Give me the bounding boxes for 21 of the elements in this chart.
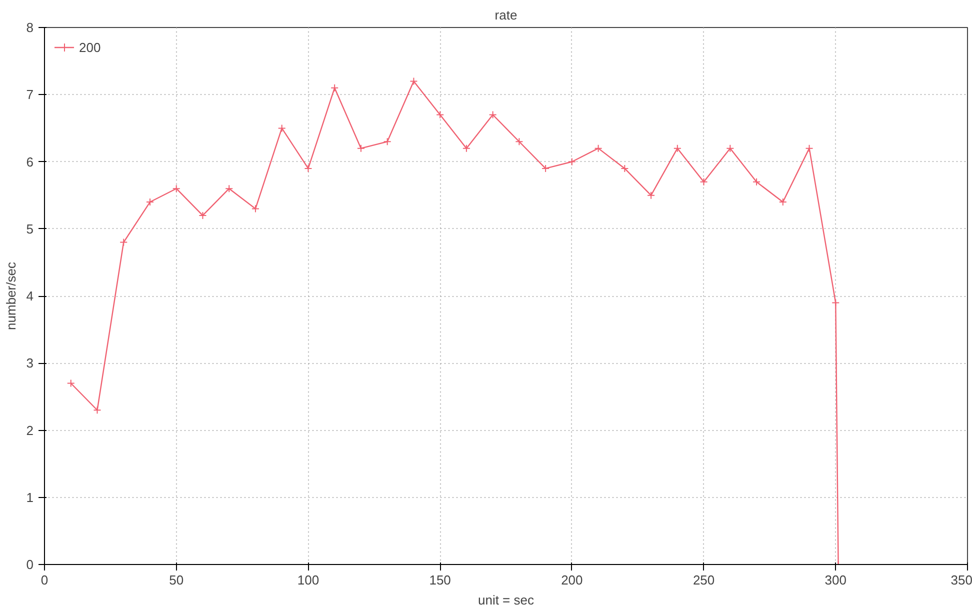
x-tick-label: 0	[40, 572, 48, 588]
y-tick-label: 5	[26, 221, 34, 236]
y-tick-label: 8	[26, 20, 34, 35]
legend-label: 200	[79, 40, 101, 54]
x-tick-label: 300	[824, 572, 846, 588]
y-tick-label: 3	[26, 356, 34, 371]
chart-title: rate	[494, 8, 518, 22]
x-axis-title: unit = sec	[478, 592, 535, 608]
y-tick-label: 4	[26, 288, 34, 304]
x-tick-label: 50	[169, 572, 184, 588]
y-axis-title: number/sec	[3, 262, 18, 330]
y-tick-label: 7	[26, 87, 34, 102]
x-tick-label: 150	[429, 572, 451, 588]
y-tick-label: 6	[26, 154, 34, 170]
x-tick-label: 200	[561, 572, 583, 588]
x-tick-label: 350	[950, 572, 972, 588]
y-tick-label: 1	[26, 490, 34, 505]
x-tick-label: 100	[297, 572, 320, 588]
y-tick-label: 2	[26, 422, 34, 438]
x-tick-label: 250	[692, 572, 715, 588]
y-tick-label: 0	[26, 557, 34, 572]
